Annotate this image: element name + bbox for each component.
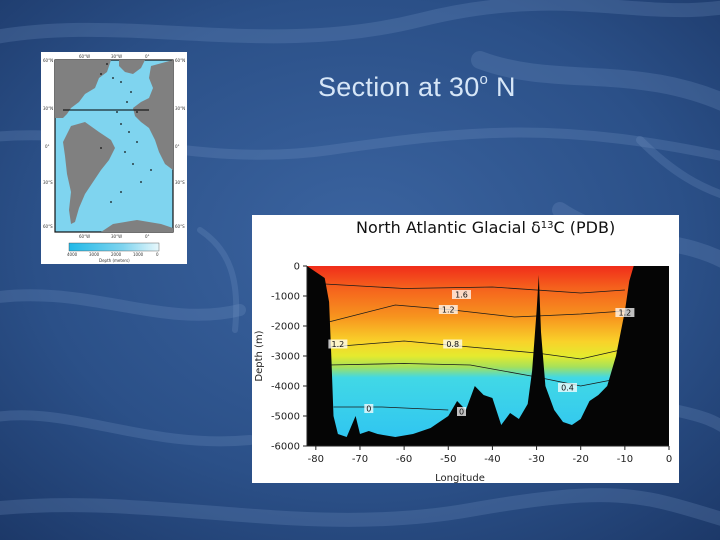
x-tick-label: -10 <box>617 454 633 465</box>
map-lat-label-right: 60°S <box>175 224 185 229</box>
y-tick-label: -4000 <box>271 382 300 393</box>
slide-title-main: Section at 30 <box>318 72 480 102</box>
contour-label-text: 0.8 <box>446 340 459 349</box>
x-tick-label: -70 <box>352 454 368 465</box>
contour-labels: 1.61.21.2 0.81.20.40 0 <box>328 290 635 417</box>
depth-colorbar <box>68 242 160 252</box>
antarctica-land <box>101 220 173 232</box>
contour-label: 0.8 <box>443 339 463 349</box>
map-lon-label: 0° <box>145 54 150 59</box>
map-lon-label-bottom: 30°W <box>111 234 122 239</box>
contour-label-bg <box>615 308 635 317</box>
map-lon-label: 30°W <box>111 54 122 59</box>
y-tick-label: -2000 <box>271 322 300 333</box>
contour-label-text: 1.6 <box>455 291 468 300</box>
contour-label: 1.2 <box>328 339 348 349</box>
europe-africa-land <box>133 60 173 170</box>
bathymetry <box>307 266 669 446</box>
contour-label: 0 <box>457 407 466 417</box>
colorbar-tick: 4000 <box>67 252 78 257</box>
section-chart: North Atlantic Glacial δ13C (PDB) 1.61.2… <box>252 215 679 483</box>
map-lat-label-right: 60°N <box>175 58 185 63</box>
contour-line <box>324 304 625 324</box>
y-tick-label: -1000 <box>271 292 300 303</box>
contour-label-bg <box>457 407 466 416</box>
chart-title-prefix: North Atlantic Glacial <box>356 218 531 237</box>
x-tick-label: 0 <box>666 454 672 465</box>
contour-line <box>333 406 449 411</box>
map-lat-label: 60°N <box>43 58 53 63</box>
contour-label-bg <box>558 383 577 392</box>
contour-label-text: 1.2 <box>332 340 345 349</box>
contour-label-bg <box>364 404 374 413</box>
contour-label-text: 0 <box>366 405 371 414</box>
greenland-land <box>119 60 145 74</box>
x-axis-label: Longitude <box>435 473 485 483</box>
map-lat-label-right: 30°S <box>175 180 185 185</box>
contour-line <box>329 340 621 360</box>
contour-line <box>329 363 612 387</box>
map-lat-label: 60°S <box>43 224 53 229</box>
map-lat-label: 30°N <box>43 106 53 111</box>
colorbar-label: Depth (meters) <box>99 258 130 263</box>
contour-label-text: 0 <box>459 408 464 417</box>
x-tick-label: -60 <box>396 454 412 465</box>
contour-label-bg <box>443 339 463 349</box>
north-america-land <box>55 60 111 118</box>
map-lon-label: 60°W <box>79 54 90 59</box>
map-lon-label-bottom: 60°W <box>79 234 90 239</box>
map-lat-label-right: 0° <box>175 144 180 149</box>
contour-label: 0.4 <box>558 383 577 393</box>
location-map: 60°N 30°N 0° 30°S 60°S 60°N 30°N 0° 30°S… <box>41 52 187 264</box>
location-map-panel: 60°N 30°N 0° 30°S 60°S 60°N 30°N 0° 30°S… <box>41 52 187 264</box>
slide-title-degree-sup: o <box>479 71 489 88</box>
chart-title-delta: δ <box>531 218 541 237</box>
y-axis-label: Depth (m) <box>254 330 265 381</box>
slide-title: Section at 30o N <box>318 71 516 103</box>
section-chart-panel: North Atlantic Glacial δ13C (PDB) 1.6 1.2… <box>252 215 679 483</box>
contour-label-text: 1.2 <box>619 309 632 318</box>
y-axis-ticks: 0 -1000 -2000 -3000 -4000 -5000 -6000 <box>271 262 308 453</box>
chart-title-sup: 13 <box>541 220 554 231</box>
core-station-dots <box>100 63 152 203</box>
contour-label: 1.2 <box>615 308 635 318</box>
x-tick-label: -30 <box>528 454 544 465</box>
contour-label-text: 0.4 <box>561 384 574 393</box>
colorbar-tick: 3000 <box>89 252 100 257</box>
x-axis-ticks: -80 -70 -60 -50 -40 -30 -20 -10 0 <box>307 445 672 465</box>
contour-label-bg <box>328 339 348 349</box>
y-tick-label: -5000 <box>271 412 300 423</box>
seafloor <box>307 266 669 446</box>
y-tick-label: -6000 <box>271 442 300 453</box>
x-tick-label: -20 <box>573 454 589 465</box>
x-tick-label: -40 <box>484 454 500 465</box>
contour-label: 1.6 <box>452 290 471 300</box>
x-tick-label: -50 <box>440 454 456 465</box>
map-lat-label: 0° <box>45 144 50 149</box>
contour-label-bg <box>452 290 471 299</box>
x-tick-label: -80 <box>308 454 324 465</box>
contour-label-bg <box>438 305 458 314</box>
contour-label: 0 <box>364 404 374 414</box>
map-lat-label-right: 30°N <box>175 106 185 111</box>
contour-line <box>324 283 625 294</box>
slide-title-end: N <box>488 72 516 102</box>
chart-title-suffix: C (PDB) <box>554 218 616 237</box>
contour-label: 1.2 <box>438 305 458 315</box>
contour-lines <box>324 283 625 411</box>
south-america-land <box>63 122 115 224</box>
y-tick-label: -3000 <box>271 352 300 363</box>
map-lon-label-bottom: 0° <box>145 234 150 239</box>
chart-title: North Atlantic Glacial δ13C (PDB) <box>356 218 615 237</box>
y-tick-label: 0 <box>294 262 300 273</box>
map-lat-label: 30°S <box>43 180 53 185</box>
colorbar-tick: 2000 <box>111 252 122 257</box>
contour-label-text: 1.2 <box>442 306 455 315</box>
colorbar-tick: 1000 <box>133 252 144 257</box>
colorbar-tick: 0 <box>156 252 159 257</box>
